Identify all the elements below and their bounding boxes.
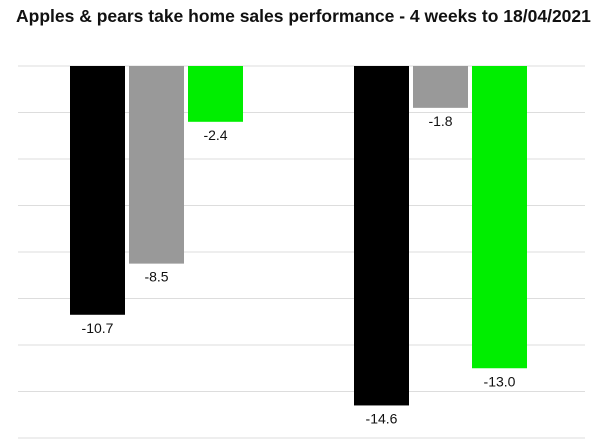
data-label: -14.6: [366, 410, 398, 426]
bar: [472, 66, 527, 369]
bar: [70, 66, 125, 315]
bars: [70, 66, 527, 406]
bar: [129, 66, 184, 264]
bar: [413, 66, 468, 108]
bar: [354, 66, 409, 406]
data-label: -8.5: [144, 269, 168, 285]
data-labels: -10.7 -8.5 -2.4 -14.6 -1.8 -13.0: [82, 113, 516, 427]
data-label: -10.7: [82, 320, 114, 336]
bar: [188, 66, 243, 122]
data-label: -2.4: [203, 127, 227, 143]
data-label: -1.8: [428, 113, 452, 129]
data-label: -13.0: [484, 373, 516, 389]
chart-title: Apples & pears take home sales performan…: [16, 6, 591, 26]
